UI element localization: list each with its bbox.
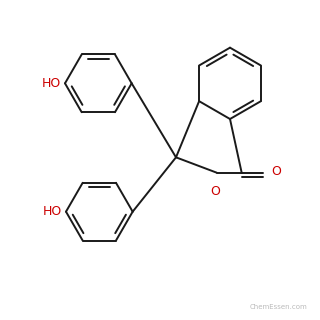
Text: O: O	[271, 165, 281, 178]
Text: HO: HO	[42, 77, 61, 90]
Text: ChemEssen.com: ChemEssen.com	[250, 304, 307, 310]
Text: HO: HO	[43, 205, 62, 218]
Text: O: O	[210, 185, 220, 198]
